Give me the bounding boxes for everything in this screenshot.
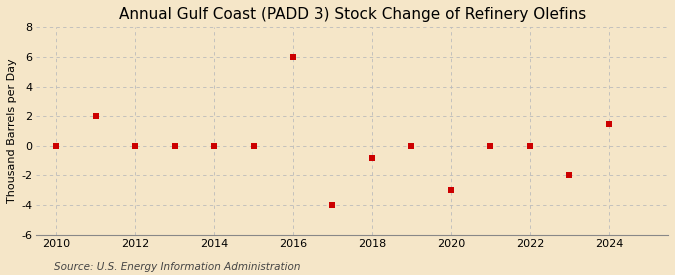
Text: Source: U.S. Energy Information Administration: Source: U.S. Energy Information Administ… xyxy=(54,262,300,272)
Y-axis label: Thousand Barrels per Day: Thousand Barrels per Day xyxy=(7,59,17,203)
Title: Annual Gulf Coast (PADD 3) Stock Change of Refinery Olefins: Annual Gulf Coast (PADD 3) Stock Change … xyxy=(119,7,586,22)
